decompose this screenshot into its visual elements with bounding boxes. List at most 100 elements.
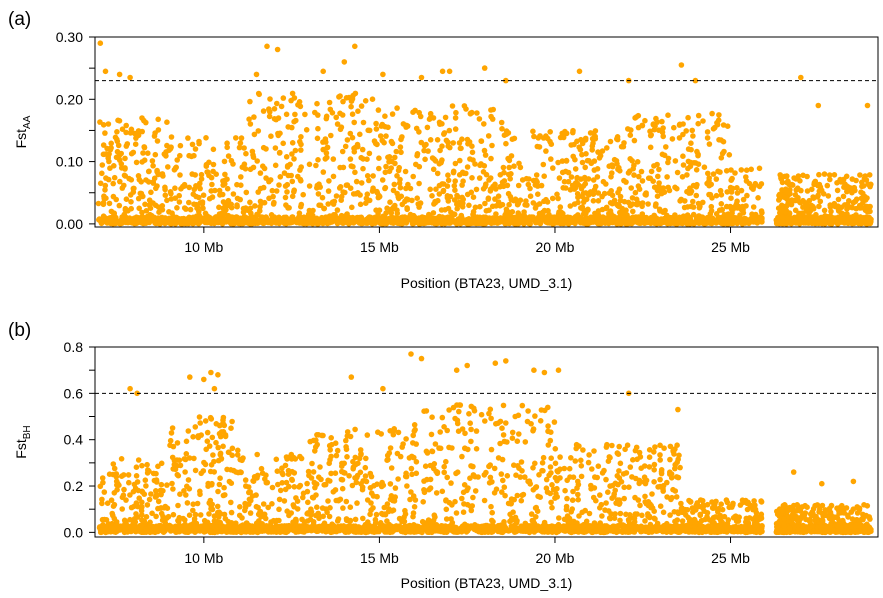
panel-a-x-axis-title: Position (BTA23, UMD_3.1) [401, 275, 573, 291]
data-point [547, 464, 554, 470]
data-point [105, 216, 112, 222]
data-point [657, 503, 664, 510]
data-point [530, 128, 536, 135]
data-point [654, 161, 660, 168]
data-point [314, 504, 320, 511]
data-point [685, 214, 692, 221]
panel-a-x-axis: 10 Mb 15 Mb 20 Mb 25 Mb [95, 226, 878, 255]
data-point [780, 219, 786, 226]
data-point [111, 174, 118, 181]
data-point [370, 218, 377, 224]
data-point [716, 112, 722, 118]
data-point [436, 219, 443, 226]
data-point [375, 429, 381, 436]
data-point [359, 146, 366, 153]
data-point [732, 170, 738, 176]
data-point [429, 193, 435, 199]
data-point [497, 203, 503, 209]
data-point [783, 203, 790, 209]
data-point [357, 201, 364, 208]
data-point [411, 504, 418, 510]
data-point [446, 68, 453, 75]
data-point [258, 465, 265, 472]
data-point [517, 164, 524, 171]
data-point [440, 181, 447, 187]
data-point [559, 158, 566, 164]
data-point [373, 511, 380, 518]
data-point [221, 511, 228, 518]
data-point [341, 59, 348, 65]
data-point [238, 135, 245, 141]
data-point [743, 217, 750, 224]
data-point [392, 202, 398, 209]
data-point [407, 185, 414, 192]
data-point [409, 217, 416, 223]
data-point [478, 138, 485, 144]
data-point [488, 107, 494, 113]
data-point [413, 161, 419, 168]
data-point [172, 466, 179, 473]
data-point [609, 219, 615, 225]
data-point [439, 143, 445, 149]
data-point [666, 216, 672, 222]
data-point [566, 465, 573, 472]
data-point [230, 191, 237, 197]
data-point [238, 182, 244, 188]
data-point [143, 119, 149, 126]
data-point [206, 195, 213, 202]
data-point [177, 172, 183, 178]
data-point [557, 454, 563, 460]
data-point [449, 216, 455, 223]
data-point [655, 173, 661, 180]
data-point [260, 144, 267, 151]
data-point [531, 217, 538, 224]
data-point [224, 140, 230, 146]
data-point [737, 502, 744, 508]
data-point [402, 168, 409, 175]
data-point [338, 193, 345, 200]
data-point [826, 172, 833, 178]
data-point [124, 141, 131, 147]
data-point [557, 204, 564, 210]
data-point [660, 125, 666, 131]
data-point [427, 137, 434, 143]
data-point [439, 68, 446, 75]
data-point [156, 209, 162, 215]
data-point [739, 497, 746, 504]
data-point [835, 196, 842, 203]
data-point [431, 156, 437, 162]
data-point [128, 177, 135, 183]
data-point [473, 220, 480, 227]
data-point [696, 213, 702, 219]
data-point [206, 511, 212, 517]
data-point [853, 177, 859, 184]
data-point [633, 196, 640, 203]
data-point [139, 209, 145, 216]
data-point [580, 447, 586, 453]
data-point [116, 202, 123, 209]
data-point [518, 459, 525, 465]
data-point [330, 212, 337, 218]
data-point [352, 90, 359, 97]
data-point [667, 456, 673, 463]
data-point [297, 138, 303, 145]
data-point [172, 221, 179, 227]
data-point [480, 219, 486, 225]
data-point [464, 136, 471, 143]
data-point [656, 166, 662, 173]
data-point [390, 187, 397, 194]
data-point [336, 94, 342, 100]
data-point [665, 159, 671, 166]
data-point [454, 192, 460, 199]
data-point [506, 219, 513, 226]
data-point [151, 133, 158, 139]
data-point [574, 213, 580, 219]
data-point [652, 444, 658, 450]
data-point [619, 210, 626, 217]
data-point [364, 156, 370, 162]
data-point [611, 156, 618, 163]
data-point [327, 106, 334, 113]
data-point [395, 167, 402, 174]
data-point [448, 516, 454, 522]
data-point [590, 191, 597, 197]
